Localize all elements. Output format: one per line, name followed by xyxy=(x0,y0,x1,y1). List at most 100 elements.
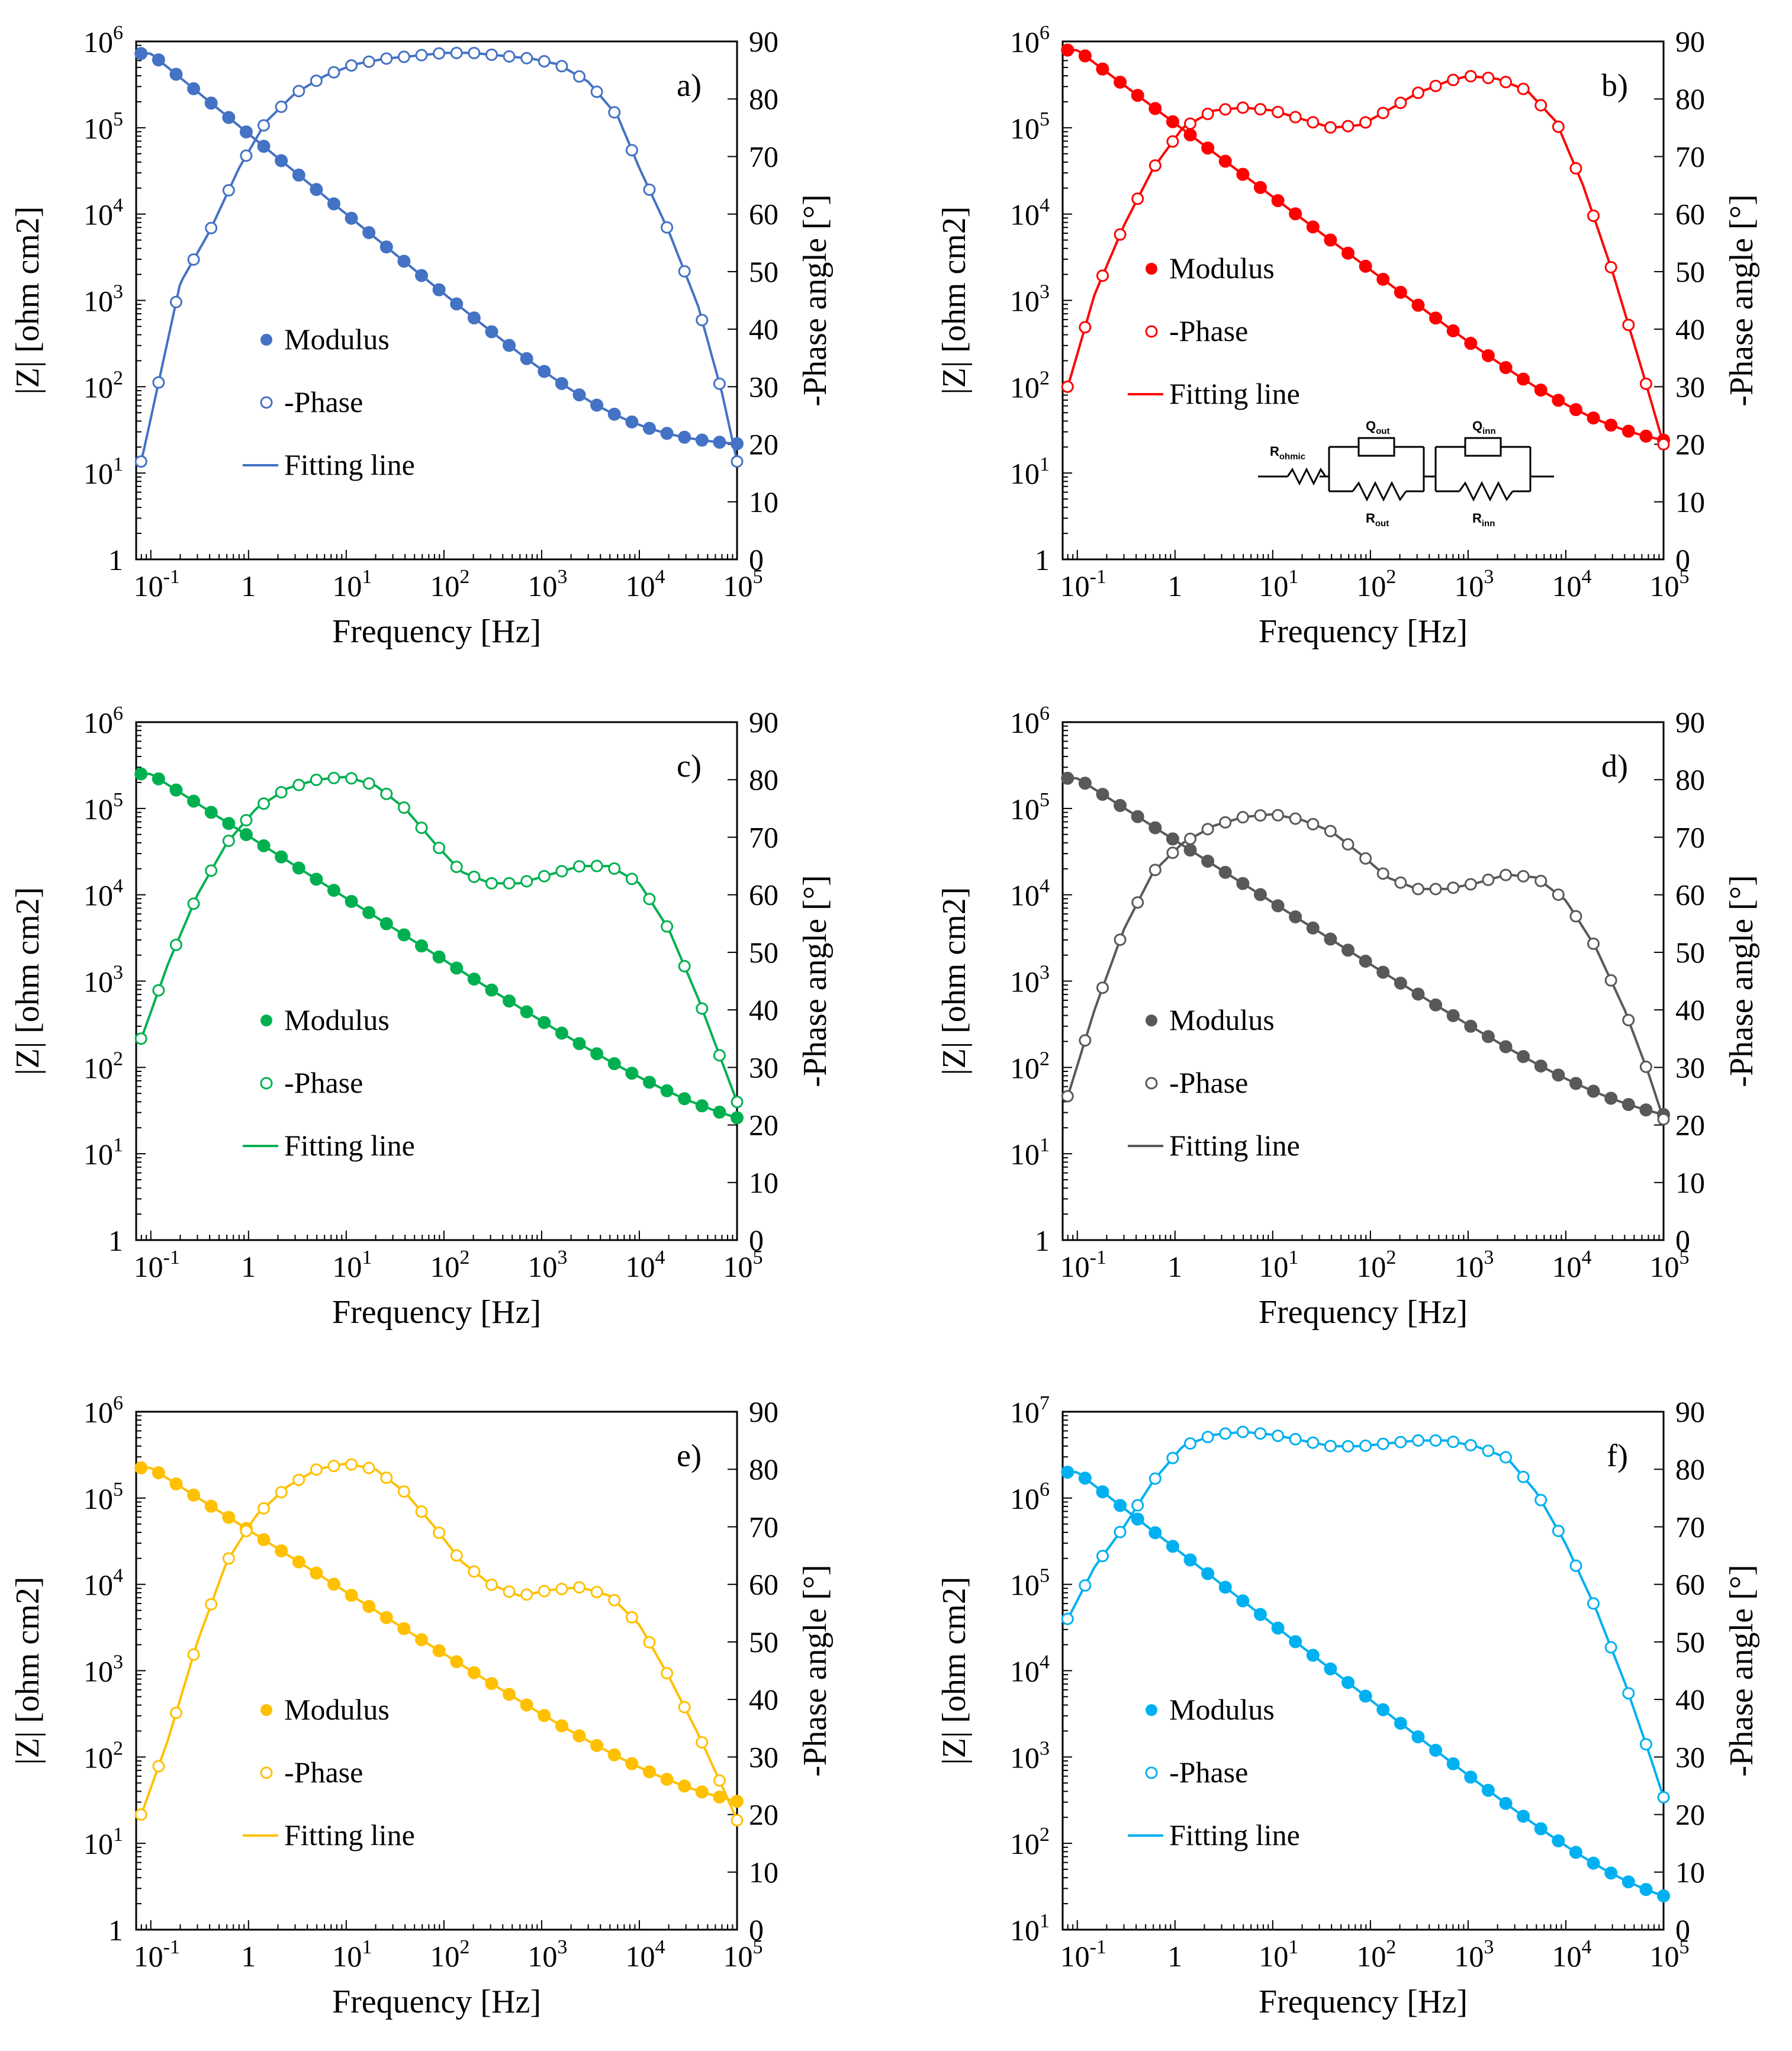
phase-point xyxy=(468,1565,481,1578)
modulus-point xyxy=(1166,832,1179,846)
y-left-tick-label: 102 xyxy=(1010,1824,1050,1860)
y-left-tick-label: 101 xyxy=(1010,1910,1050,1947)
phase-point xyxy=(520,51,533,65)
modulus-point xyxy=(713,1105,726,1119)
chart-panel-3: 10-1 1 101 102 103 104 10511011021031041051060… xyxy=(9,703,834,1331)
chart-panel-6: 10-1 1 101 102 103 104 105 101 102 103 104 105 106 10… xyxy=(936,1392,1760,2020)
modulus-point xyxy=(555,1719,568,1733)
y-left-tick-label: 102 xyxy=(83,367,123,404)
y-right-tick-label: 50 xyxy=(749,936,778,969)
resistor xyxy=(1458,481,1514,502)
modulus-point xyxy=(485,983,498,997)
panel-label: f) xyxy=(1607,1438,1628,1473)
phase-point xyxy=(1482,72,1495,85)
modulus-point xyxy=(467,1666,481,1679)
modulus-point xyxy=(642,1076,656,1089)
phase-point xyxy=(1114,228,1127,241)
modulus-point xyxy=(1148,102,1162,115)
modulus-point xyxy=(450,961,464,975)
y-left-tick-label: 1 xyxy=(108,1224,123,1257)
modulus-point xyxy=(590,398,604,412)
y-right-tick-label: 80 xyxy=(749,82,778,115)
modulus-point xyxy=(1253,888,1267,901)
y-left-tick-label: 105 xyxy=(1010,1565,1050,1602)
modulus-point xyxy=(485,325,498,339)
modulus-point xyxy=(152,1466,165,1480)
phase-point xyxy=(152,376,165,389)
phase-point xyxy=(1096,1550,1109,1563)
modulus-point xyxy=(555,1026,568,1040)
phase-point xyxy=(1184,1437,1197,1450)
y-left-tick-label: 103 xyxy=(83,962,123,999)
phase-point xyxy=(1429,883,1442,896)
modulus-point xyxy=(310,872,323,886)
phase-point xyxy=(1587,937,1600,950)
phase-point xyxy=(187,253,200,266)
y-right-tick-label: 0 xyxy=(1675,1223,1690,1257)
modulus-point xyxy=(345,894,358,908)
x-axis-label: Frequency [Hz] xyxy=(1259,613,1468,650)
y-right-tick-label: 0 xyxy=(749,1913,764,1946)
modulus-point xyxy=(1131,1512,1144,1526)
y-left-axis-label: |Z| [ohm cm2] xyxy=(9,887,46,1076)
y-right-tick-label: 40 xyxy=(1675,1683,1705,1716)
phase-point xyxy=(1447,881,1460,894)
y-right-tick-label: 0 xyxy=(1675,543,1690,576)
phase-point xyxy=(1622,318,1635,331)
modulus-point xyxy=(1253,1608,1267,1621)
y-right-tick-label: 30 xyxy=(749,370,778,403)
modulus-point xyxy=(1411,987,1425,1001)
modulus-point xyxy=(1534,1822,1548,1836)
modulus-point xyxy=(503,1688,516,1701)
legend-modulus-label: Modulus xyxy=(284,1003,390,1036)
y-left-axis-label: |Z| [ohm cm2] xyxy=(936,887,973,1076)
modulus-point xyxy=(555,377,568,391)
modulus-point xyxy=(1289,207,1302,221)
constant-phase-element xyxy=(1464,437,1502,457)
phase-point xyxy=(1359,1439,1372,1452)
phase-point xyxy=(1236,811,1249,824)
phase-point xyxy=(1447,73,1460,86)
modulus-point xyxy=(731,437,744,450)
circuit-label-r: Rout xyxy=(1366,511,1389,529)
legend-phase-marker xyxy=(1145,1766,1158,1779)
y-left-tick-label: 104 xyxy=(83,195,123,231)
modulus-point xyxy=(379,240,393,254)
phase-point xyxy=(608,862,621,875)
modulus-point xyxy=(415,269,429,282)
modulus-point xyxy=(660,1084,674,1097)
phase-point xyxy=(380,1472,393,1485)
phase-point xyxy=(1411,1434,1424,1447)
y-right-tick-label: 50 xyxy=(749,1625,778,1659)
modulus-point xyxy=(1359,1689,1372,1703)
phase-point xyxy=(1061,380,1074,393)
y-right-tick-label: 20 xyxy=(1675,1109,1705,1142)
modulus-point xyxy=(1114,1499,1127,1512)
phase-point xyxy=(1376,867,1389,880)
phase-point xyxy=(1324,825,1337,838)
x-tick-label: 10-1 xyxy=(1060,566,1106,603)
phase-point xyxy=(1622,1013,1635,1026)
phase-point xyxy=(485,1578,498,1591)
modulus-point xyxy=(1376,272,1390,286)
modulus-point xyxy=(590,1047,604,1061)
legend-phase-marker xyxy=(260,1766,273,1779)
x-tick-label: 103 xyxy=(527,566,567,603)
phase-point xyxy=(345,772,358,785)
modulus-point xyxy=(1183,128,1197,141)
modulus-point xyxy=(432,950,446,964)
phase-point xyxy=(1587,1597,1600,1610)
modulus-point xyxy=(467,311,481,325)
modulus-point xyxy=(1517,1050,1530,1064)
y-left-tick-label: 103 xyxy=(83,281,123,318)
modulus-point xyxy=(1114,75,1127,89)
modulus-point xyxy=(397,928,411,942)
phase-point xyxy=(415,821,428,834)
modulus-point xyxy=(397,1622,411,1635)
phase-point xyxy=(731,1096,744,1109)
modulus-point xyxy=(713,1790,726,1804)
modulus-point xyxy=(1341,944,1355,957)
x-tick-label: 104 xyxy=(625,566,665,603)
y-right-tick-label: 20 xyxy=(1675,428,1705,461)
phase-point xyxy=(380,52,393,65)
